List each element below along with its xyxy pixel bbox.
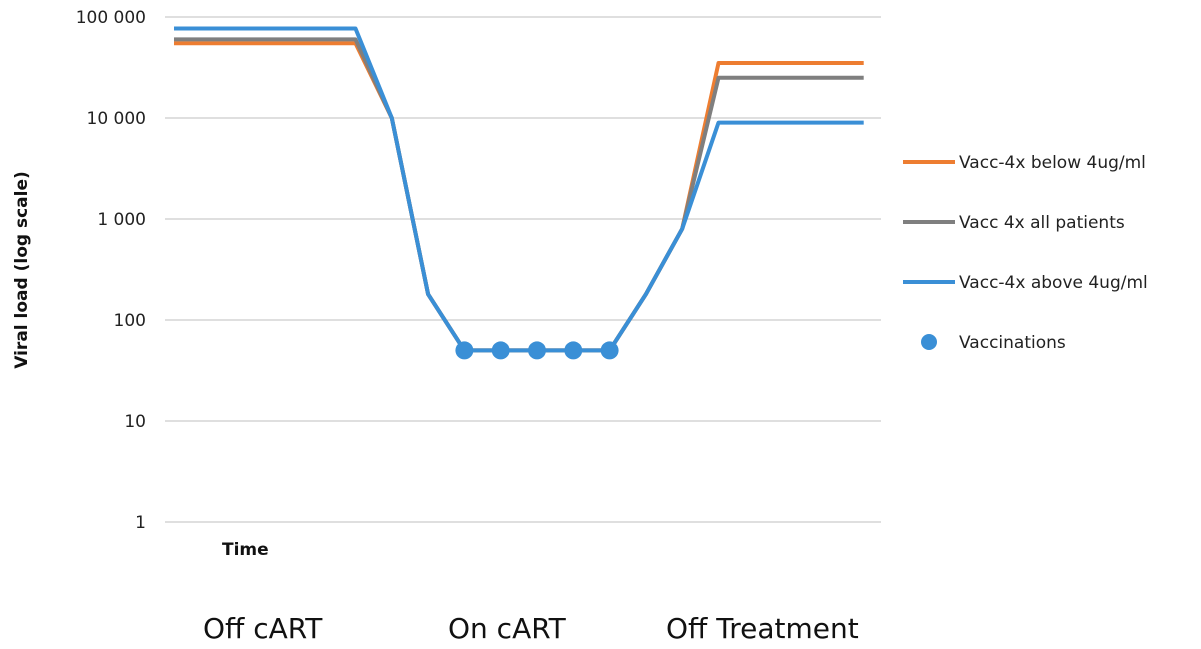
vaccination-marker	[564, 341, 583, 360]
legend-marker-swatch	[921, 334, 937, 350]
vaccination-marker	[528, 341, 546, 360]
y-axis-label: Viral load (log scale)	[12, 171, 32, 369]
legend: Vacc-4x below 4ug/ml Vacc 4x all patients…	[903, 153, 1148, 353]
vaccination-marker	[455, 341, 474, 360]
y-tick-label: 1	[135, 513, 146, 533]
legend-label: Vacc-4x below 4ug/ml	[959, 153, 1146, 173]
y-tick-label: 100 000	[76, 8, 146, 28]
phase-label-on-cart: On cART	[448, 612, 566, 645]
vaccination-marker	[600, 341, 619, 360]
phase-label-off-cart: Off cART	[203, 612, 323, 645]
legend-label: Vacc-4x above 4ug/ml	[959, 273, 1148, 293]
y-tick-label: 10	[124, 412, 146, 432]
phase-label-off-treatment: Off Treatment	[666, 612, 859, 645]
series-line-2	[174, 37, 864, 353]
series-lines	[174, 26, 864, 353]
y-tick-label: 10 000	[87, 109, 146, 129]
vaccination-marker	[491, 341, 510, 360]
y-tick-labels: 1 10 100 1 000 10 000 100 000	[76, 8, 146, 533]
vaccination-markers	[455, 341, 619, 360]
series-line-1	[174, 41, 864, 353]
y-tick-label: 1 000	[97, 210, 146, 230]
line-chart: 1 10 100 1 000 10 000 100 000 Viral load (log…	[12, 8, 1148, 560]
legend-label: Vaccinations	[959, 333, 1066, 353]
y-tick-label: 100	[114, 311, 146, 331]
legend-label: Vacc 4x all patients	[959, 213, 1125, 233]
gridlines	[165, 16, 881, 523]
x-axis-label: Time	[222, 540, 269, 560]
